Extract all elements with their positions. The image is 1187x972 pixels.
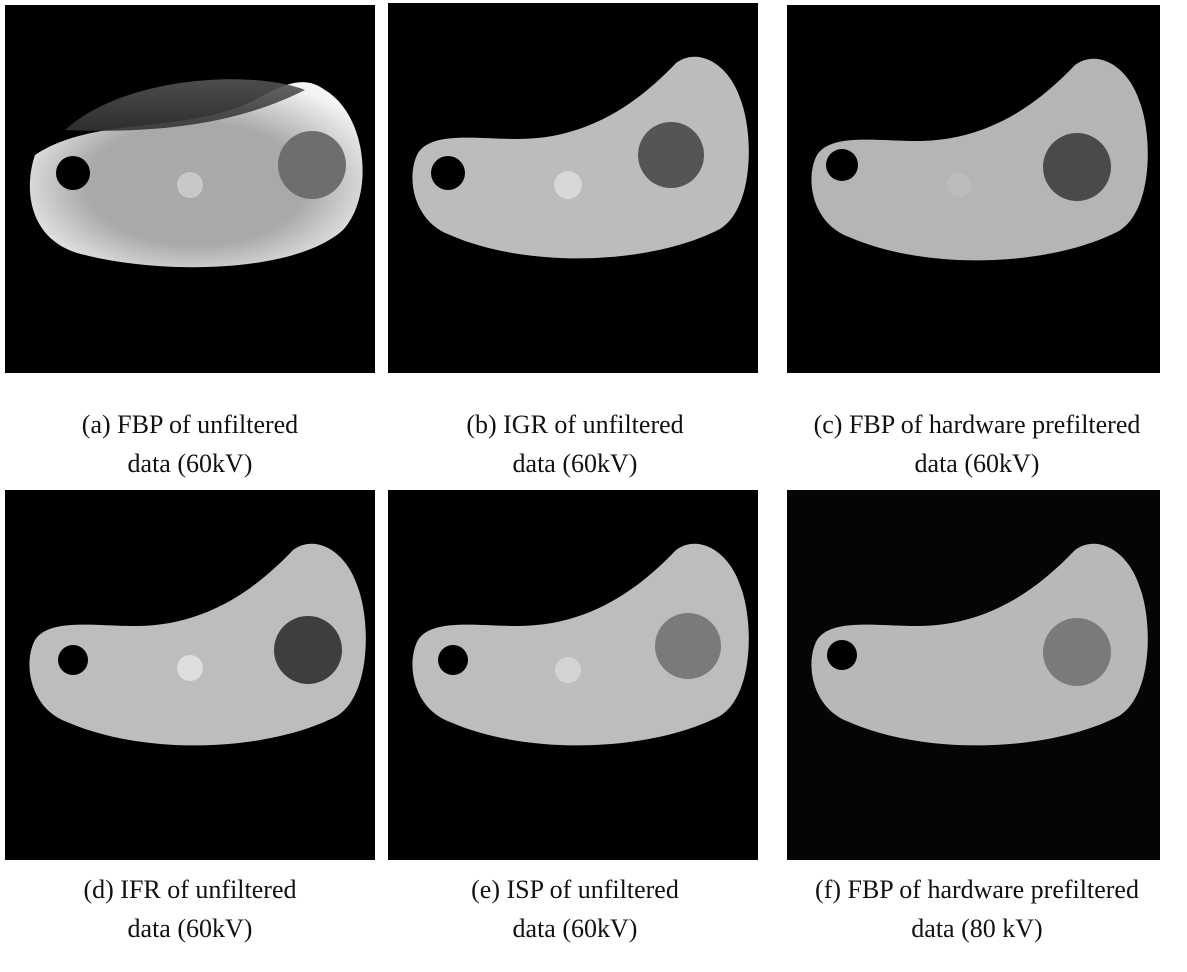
caption-line: (c) FBP of hardware prefiltered [814, 410, 1141, 439]
panel-image [388, 490, 758, 860]
caption-line: (b) IGR of unfiltered [466, 410, 683, 439]
caption-line: data (60kV) [915, 449, 1040, 478]
caption-line: data (80 kV) [911, 914, 1042, 943]
caption-line: (d) IFR of unfiltered [83, 875, 296, 904]
caption-line: (e) ISP of unfiltered [471, 875, 679, 904]
panel-image [5, 5, 375, 373]
caption-line: (a) FBP of unfiltered [82, 410, 298, 439]
caption-line: (f) FBP of hardware prefiltered [815, 875, 1139, 904]
panel-image [787, 5, 1160, 373]
caption-line: data (60kV) [513, 449, 638, 478]
panel-image [5, 490, 375, 860]
caption-line: data (60kV) [128, 914, 253, 943]
panel-image [787, 490, 1160, 860]
panel-image [388, 3, 758, 373]
caption-line: data (60kV) [128, 449, 253, 478]
figure: (a) FBP of unfiltered data (60kV) (b) IG… [0, 0, 1187, 972]
caption-line: data (60kV) [513, 914, 638, 943]
